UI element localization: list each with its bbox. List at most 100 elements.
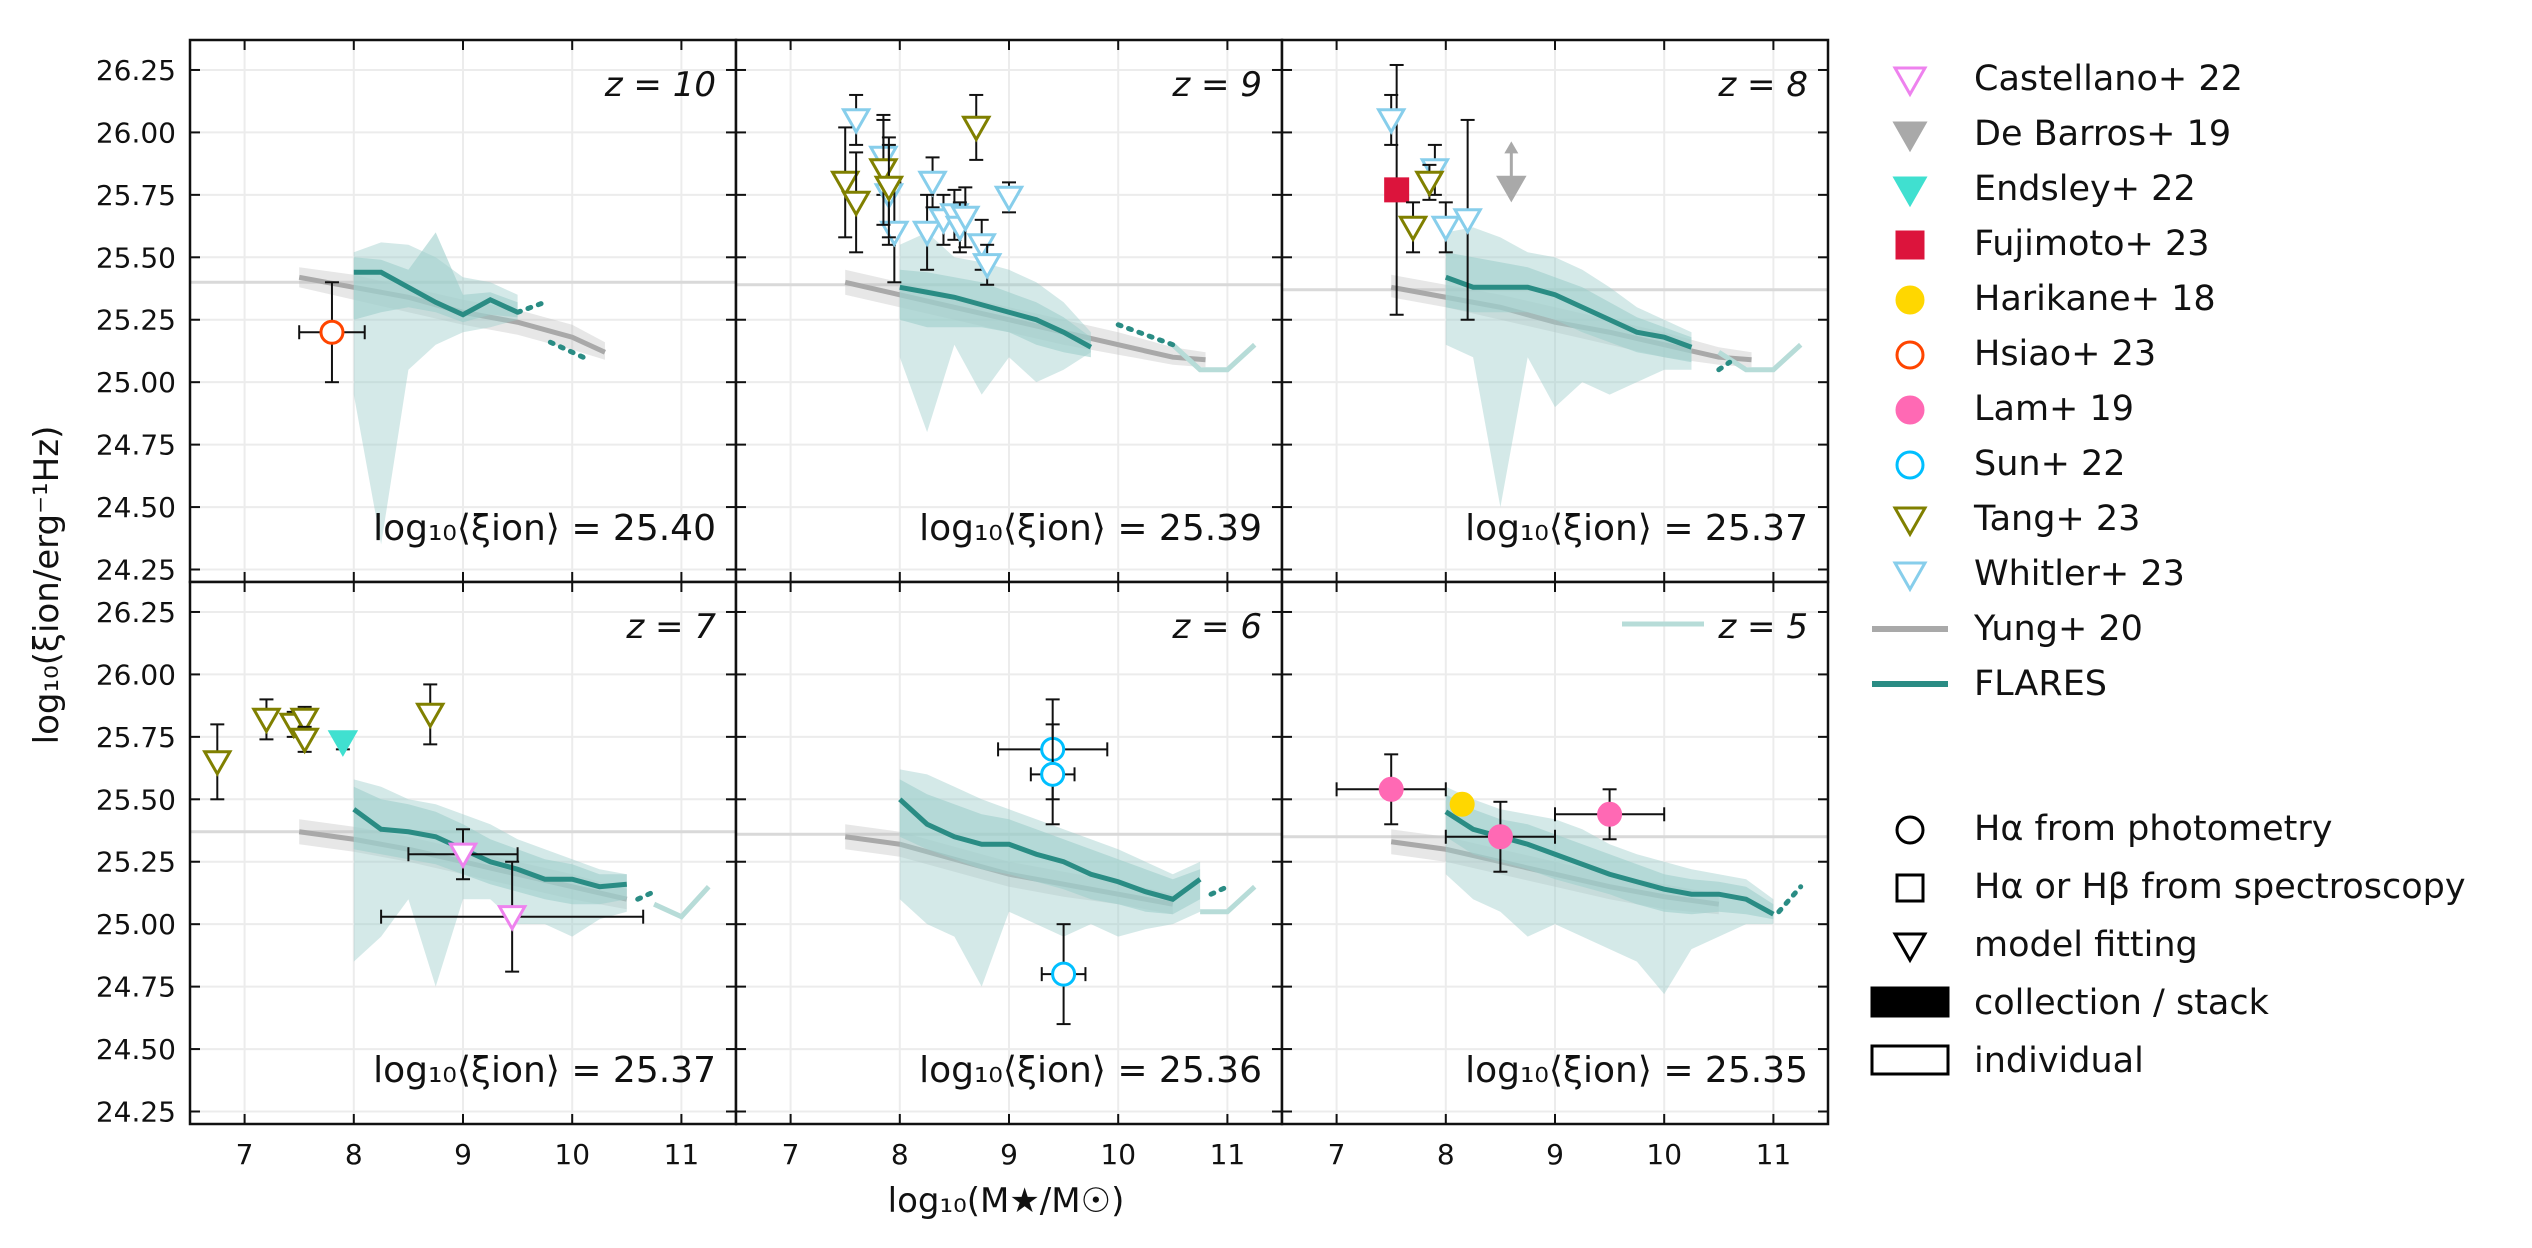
marker-tang — [289, 727, 320, 755]
mean-label: log₁₀⟨ξion⟩ = 25.40 — [373, 508, 716, 549]
x-tick-label: 7 — [236, 1138, 254, 1171]
marker-whitler — [1375, 108, 1407, 135]
y-tick-label: 24.75 — [96, 429, 176, 462]
x-tick-label: 7 — [1328, 1138, 1346, 1171]
redshift-label: z = 6 — [1171, 607, 1262, 647]
legend-label: Endsley+ 22 — [1974, 169, 2196, 209]
redshift-label: z = 7 — [625, 607, 716, 647]
y-tick-label: 26.25 — [96, 54, 176, 87]
legend-label: Castellano+ 22 — [1974, 59, 2243, 99]
x-tick-label: 11 — [1210, 1138, 1246, 1171]
redshift-label: z = 10 — [604, 65, 716, 105]
data-point-tang — [873, 136, 905, 239]
data-point-endsley — [327, 730, 359, 757]
y-tick-label: 25.25 — [96, 846, 176, 879]
panel-4: 7 8 9 10 11 24.25 24.50 24.75 25.00 25.25 25.50 25.… — [96, 580, 738, 1171]
legend-marker-endsley — [1892, 176, 1928, 208]
legend-marker-item: model fitting — [1892, 925, 2198, 965]
x-tick-label: 8 — [1437, 1138, 1455, 1171]
marker-lam — [1487, 824, 1513, 850]
flares-line — [899, 284, 1093, 350]
x-tick-label: 7 — [782, 1138, 800, 1171]
y-tick-label: 26.00 — [96, 658, 176, 691]
legend-label: De Barros+ 19 — [1974, 114, 2231, 154]
data-point-tang — [251, 698, 282, 741]
y-tick-label: 25.00 — [96, 366, 176, 399]
data-point-harikane — [1449, 791, 1475, 817]
y-tick-label: 25.00 — [96, 908, 176, 941]
legend-shape-circle — [1895, 815, 1925, 845]
legend-item-tang: Tang+ 23 — [1892, 499, 2140, 539]
marker-tang — [251, 707, 282, 735]
y-tick-label: 25.75 — [96, 721, 176, 754]
redshift-label: z = 5 — [1717, 607, 1808, 647]
legend-shape-square — [1895, 873, 1925, 903]
x-tick-label: 9 — [1000, 1138, 1018, 1171]
panel-content — [1282, 63, 1828, 508]
legend-label: Harikane+ 18 — [1974, 279, 2216, 319]
legend-label: Whitler+ 23 — [1974, 554, 2185, 594]
y-tick-label: 24.50 — [96, 491, 176, 524]
data-point-castellano — [407, 828, 519, 881]
data-point-debarros — [1496, 141, 1527, 203]
legend-item-harikane: Harikane+ 18 — [1895, 279, 2216, 319]
data-point-fujimoto — [1384, 63, 1410, 316]
flares-dotted-1 — [1115, 322, 1176, 348]
legend-marker-fujimoto — [1895, 230, 1925, 260]
y-tick-label: 24.75 — [96, 971, 176, 1004]
legend-label: Hα or Hβ from spectroscopy — [1974, 867, 2466, 907]
panels-group: 24.25 24.50 24.75 25.00 25.25 25.50 25.75 26.00… — [96, 38, 1830, 1171]
marker-tang — [1397, 215, 1429, 243]
flares-line — [353, 269, 519, 318]
legend-label: FLARES — [1974, 664, 2107, 704]
flares-band-inner — [1445, 794, 1774, 920]
x-tick-label: 11 — [1756, 1138, 1792, 1171]
x-tick-label: 8 — [891, 1138, 909, 1171]
legend-marker-lam — [1895, 395, 1925, 425]
legend-shape-triangle-down — [1892, 932, 1928, 964]
marker-tang — [829, 170, 861, 198]
legend-collection-swatch — [1870, 986, 1950, 1018]
legend-item-fujimoto: Fujimoto+ 23 — [1895, 224, 2209, 264]
flares-band-inner — [353, 232, 518, 323]
legend-label: Lam+ 19 — [1974, 389, 2134, 429]
y-tick-label: 26.00 — [96, 116, 176, 149]
flares-line — [352, 807, 628, 890]
y-tick-label: 24.25 — [96, 554, 176, 587]
legend-label: Fujimoto+ 23 — [1974, 224, 2209, 264]
marker-castellano — [447, 842, 479, 870]
y-tick-label: 26.25 — [96, 596, 176, 629]
legend-item-hsiao: Hsiao+ 23 — [1895, 334, 2156, 374]
legend-item-sun: Sun+ 22 — [1895, 444, 2126, 484]
marker-whitler — [917, 170, 948, 198]
y-tick-label: 25.50 — [96, 241, 176, 274]
legend-individual-swatch — [1870, 1044, 1950, 1076]
x-axis-title: log₁₀(M★/M☉) — [888, 1181, 1125, 1221]
marker-harikane — [1449, 791, 1475, 817]
limit-arrow-head — [1504, 141, 1519, 154]
legend-marker-item: Hα or Hβ from spectroscopy — [1895, 867, 2466, 907]
legend-line-item: Yung+ 20 — [1872, 609, 2143, 649]
marker-tang — [961, 115, 992, 143]
flares-dotted-1 — [635, 889, 657, 902]
panel-content — [190, 232, 736, 545]
marker-tang — [202, 750, 233, 777]
marker-hsiao — [319, 319, 345, 345]
legend-marker-item: Hα from photometry — [1895, 809, 2333, 849]
data-point-tang — [840, 151, 872, 254]
y-tick-label: 25.25 — [96, 304, 176, 337]
y-tick-label: 25.50 — [96, 783, 176, 816]
marker-tang — [840, 190, 872, 218]
y-tick-label: 25.75 — [96, 179, 176, 212]
redshift-label: z = 8 — [1717, 65, 1808, 105]
data-point-lam — [1335, 753, 1447, 826]
marker-debarros — [1496, 175, 1527, 203]
data-point-sun — [1029, 723, 1076, 826]
marker-whitler — [911, 220, 943, 248]
panel-content — [736, 698, 1282, 1026]
data-point-tang — [829, 126, 861, 239]
legend-item-lam: Lam+ 19 — [1895, 389, 2134, 429]
legend-marker-whitler — [1892, 561, 1928, 593]
legend-item-castellano: Castellano+ 22 — [1892, 59, 2243, 99]
